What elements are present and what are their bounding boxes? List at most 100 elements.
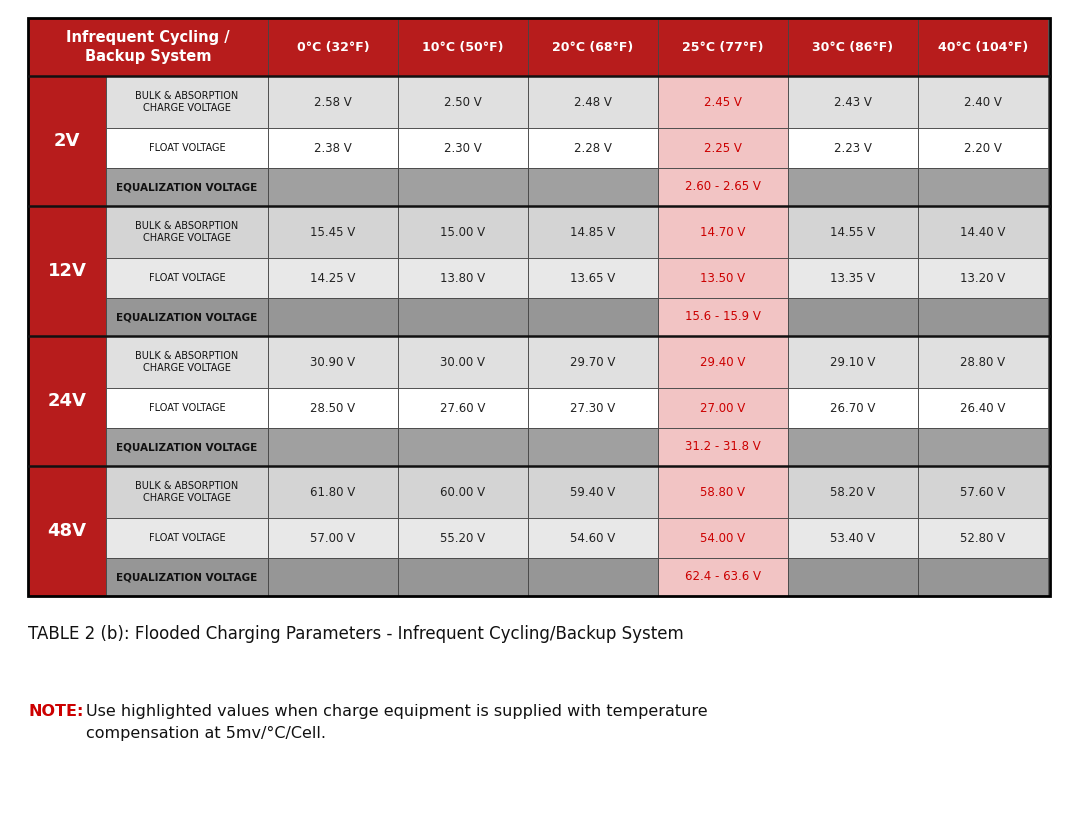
Text: 12V: 12V bbox=[47, 262, 86, 280]
Text: 13.50 V: 13.50 V bbox=[700, 272, 745, 285]
Bar bbox=[788, 18, 918, 76]
Text: 40°C (104°F): 40°C (104°F) bbox=[938, 41, 1029, 54]
Text: 59.40 V: 59.40 V bbox=[571, 485, 616, 498]
Bar bbox=[106, 558, 268, 596]
Text: EQUALIZATION VOLTAGE: EQUALIZATION VOLTAGE bbox=[116, 312, 257, 322]
Text: 24V: 24V bbox=[47, 392, 86, 410]
Text: 14.85 V: 14.85 V bbox=[571, 225, 616, 239]
Bar bbox=[268, 466, 398, 518]
Bar bbox=[658, 18, 788, 76]
Text: 26.70 V: 26.70 V bbox=[830, 401, 876, 414]
Text: 14.25 V: 14.25 V bbox=[310, 272, 355, 285]
Bar bbox=[528, 128, 658, 168]
Bar bbox=[658, 466, 788, 518]
Text: EQUALIZATION VOLTAGE: EQUALIZATION VOLTAGE bbox=[116, 182, 257, 192]
Text: 15.00 V: 15.00 V bbox=[440, 225, 486, 239]
Bar bbox=[268, 206, 398, 258]
Text: 30°C (86°F): 30°C (86°F) bbox=[812, 41, 894, 54]
Text: 28.80 V: 28.80 V bbox=[961, 356, 1006, 369]
Text: 29.10 V: 29.10 V bbox=[830, 356, 876, 369]
Text: 2.60 - 2.65 V: 2.60 - 2.65 V bbox=[685, 181, 761, 194]
Bar bbox=[106, 128, 268, 168]
Bar bbox=[268, 518, 398, 558]
Bar bbox=[268, 558, 398, 596]
Bar bbox=[918, 466, 1048, 518]
Text: 2.20 V: 2.20 V bbox=[964, 142, 1002, 155]
Bar bbox=[398, 428, 528, 466]
Text: 15.6 - 15.9 V: 15.6 - 15.9 V bbox=[685, 310, 761, 323]
Text: 54.60 V: 54.60 V bbox=[571, 532, 616, 545]
Text: 2.25 V: 2.25 V bbox=[704, 142, 742, 155]
Text: 14.40 V: 14.40 V bbox=[961, 225, 1006, 239]
Text: 30.00 V: 30.00 V bbox=[440, 356, 486, 369]
Text: BULK & ABSORPTION
CHARGE VOLTAGE: BULK & ABSORPTION CHARGE VOLTAGE bbox=[136, 91, 239, 113]
Bar bbox=[106, 466, 268, 518]
Text: 55.20 V: 55.20 V bbox=[440, 532, 486, 545]
Text: 2.40 V: 2.40 V bbox=[964, 95, 1002, 108]
Text: 57.60 V: 57.60 V bbox=[961, 485, 1006, 498]
Bar bbox=[106, 76, 268, 128]
Bar bbox=[658, 336, 788, 388]
Text: NOTE:: NOTE: bbox=[28, 704, 83, 719]
Text: 57.00 V: 57.00 V bbox=[310, 532, 355, 545]
Bar bbox=[398, 336, 528, 388]
Text: BULK & ABSORPTION
CHARGE VOLTAGE: BULK & ABSORPTION CHARGE VOLTAGE bbox=[136, 481, 239, 503]
Text: BULK & ABSORPTION
CHARGE VOLTAGE: BULK & ABSORPTION CHARGE VOLTAGE bbox=[136, 221, 239, 243]
Bar bbox=[106, 428, 268, 466]
Bar bbox=[658, 558, 788, 596]
Bar bbox=[788, 428, 918, 466]
Bar bbox=[398, 128, 528, 168]
Bar bbox=[106, 168, 268, 206]
Bar bbox=[398, 298, 528, 336]
Text: 52.80 V: 52.80 V bbox=[961, 532, 1006, 545]
Text: 2.30 V: 2.30 V bbox=[444, 142, 481, 155]
Bar bbox=[658, 206, 788, 258]
Bar bbox=[28, 18, 1050, 596]
Text: EQUALIZATION VOLTAGE: EQUALIZATION VOLTAGE bbox=[116, 442, 257, 452]
Bar bbox=[788, 128, 918, 168]
Text: 14.70 V: 14.70 V bbox=[700, 225, 745, 239]
Bar bbox=[528, 518, 658, 558]
Bar bbox=[658, 168, 788, 206]
Bar bbox=[918, 558, 1048, 596]
Bar bbox=[106, 258, 268, 298]
Bar bbox=[918, 518, 1048, 558]
Text: 29.40 V: 29.40 V bbox=[700, 356, 745, 369]
Bar bbox=[268, 428, 398, 466]
Text: FLOAT VOLTAGE: FLOAT VOLTAGE bbox=[149, 143, 225, 153]
Bar bbox=[398, 518, 528, 558]
Text: 13.35 V: 13.35 V bbox=[830, 272, 876, 285]
Bar bbox=[788, 168, 918, 206]
Bar bbox=[106, 206, 268, 258]
Bar bbox=[788, 518, 918, 558]
Text: 58.20 V: 58.20 V bbox=[830, 485, 876, 498]
Bar bbox=[528, 18, 658, 76]
Bar bbox=[268, 18, 398, 76]
Bar bbox=[268, 168, 398, 206]
Text: 26.40 V: 26.40 V bbox=[961, 401, 1006, 414]
Bar bbox=[918, 168, 1048, 206]
Text: BULK & ABSORPTION
CHARGE VOLTAGE: BULK & ABSORPTION CHARGE VOLTAGE bbox=[136, 351, 239, 373]
Text: 2.48 V: 2.48 V bbox=[574, 95, 612, 108]
Bar bbox=[788, 388, 918, 428]
Text: 27.00 V: 27.00 V bbox=[700, 401, 745, 414]
Bar bbox=[28, 336, 106, 466]
Text: 0°C (32°F): 0°C (32°F) bbox=[296, 41, 369, 54]
Text: 27.60 V: 27.60 V bbox=[440, 401, 486, 414]
Bar bbox=[528, 206, 658, 258]
Text: 48V: 48V bbox=[47, 522, 86, 540]
Bar bbox=[398, 466, 528, 518]
Text: FLOAT VOLTAGE: FLOAT VOLTAGE bbox=[149, 273, 225, 283]
Text: 27.30 V: 27.30 V bbox=[571, 401, 616, 414]
Bar bbox=[398, 18, 528, 76]
Text: 60.00 V: 60.00 V bbox=[440, 485, 486, 498]
Bar bbox=[528, 388, 658, 428]
Bar bbox=[28, 466, 106, 596]
Bar bbox=[918, 206, 1048, 258]
Bar bbox=[788, 76, 918, 128]
Text: 31.2 - 31.8 V: 31.2 - 31.8 V bbox=[685, 440, 760, 453]
Bar bbox=[788, 558, 918, 596]
Bar bbox=[528, 558, 658, 596]
Bar bbox=[918, 336, 1048, 388]
Bar bbox=[398, 558, 528, 596]
